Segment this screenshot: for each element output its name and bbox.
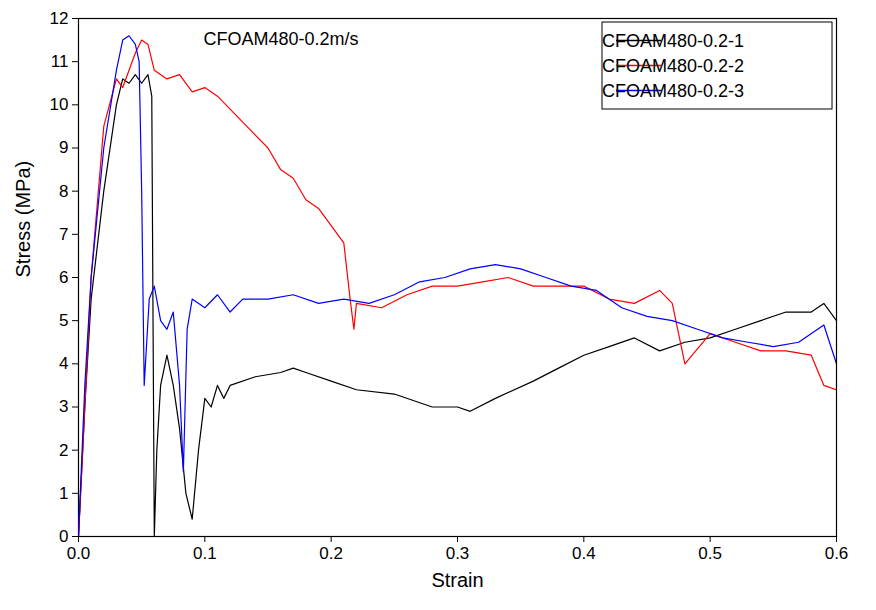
svg-text:12: 12 [50, 9, 69, 28]
svg-text:10: 10 [50, 95, 69, 114]
svg-text:3: 3 [59, 397, 68, 416]
svg-text:9: 9 [59, 138, 68, 157]
svg-text:2: 2 [59, 441, 68, 460]
svg-text:0.0: 0.0 [67, 544, 91, 563]
svg-text:0.2: 0.2 [319, 544, 343, 563]
svg-text:4: 4 [59, 354, 68, 373]
svg-text:Stress (MPa): Stress (MPa) [12, 161, 34, 278]
svg-text:CFOAM480-0.2-1: CFOAM480-0.2-1 [602, 31, 744, 51]
svg-text:1: 1 [59, 484, 68, 503]
svg-text:CFOAM480-0.2-2: CFOAM480-0.2-2 [602, 56, 744, 76]
svg-text:0.3: 0.3 [446, 544, 470, 563]
svg-text:0.5: 0.5 [698, 544, 722, 563]
svg-text:0: 0 [59, 527, 68, 546]
svg-text:11: 11 [51, 52, 69, 71]
svg-text:CFOAM480-0.2m/s: CFOAM480-0.2m/s [204, 29, 359, 49]
svg-text:CFOAM480-0.2-3: CFOAM480-0.2-3 [602, 81, 744, 101]
svg-text:Strain: Strain [431, 569, 483, 591]
svg-text:0.1: 0.1 [193, 544, 217, 563]
svg-text:8: 8 [59, 182, 68, 201]
svg-text:0.6: 0.6 [825, 544, 849, 563]
svg-text:0.4: 0.4 [572, 544, 596, 563]
svg-text:5: 5 [59, 311, 68, 330]
svg-text:7: 7 [59, 225, 68, 244]
svg-text:6: 6 [59, 268, 68, 287]
